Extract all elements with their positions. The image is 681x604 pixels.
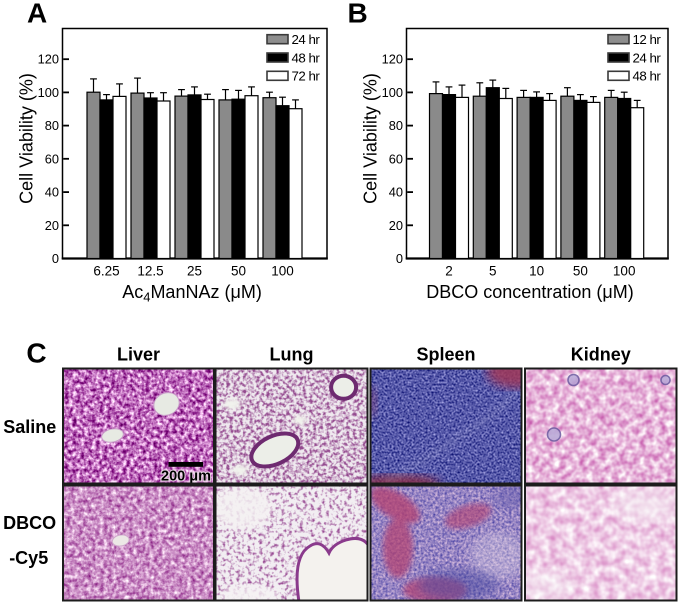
svg-text:6.25: 6.25: [93, 264, 119, 279]
svg-text:12 hr: 12 hr: [633, 32, 662, 47]
svg-text:20: 20: [389, 218, 403, 233]
svg-text:-Cy5: -Cy5: [9, 548, 48, 568]
svg-text:120: 120: [382, 52, 403, 67]
svg-text:100: 100: [382, 85, 403, 100]
svg-text:50: 50: [231, 264, 246, 279]
svg-text:48 hr: 48 hr: [633, 69, 662, 84]
svg-text:100: 100: [38, 85, 59, 100]
svg-text:100: 100: [271, 264, 294, 279]
svg-text:Spleen: Spleen: [416, 344, 475, 364]
svg-text:24 hr: 24 hr: [292, 32, 321, 47]
svg-text:Cell Viability (%): Cell Viability (%): [17, 73, 37, 204]
svg-text:Lung: Lung: [270, 344, 314, 364]
svg-text:80: 80: [45, 118, 59, 133]
svg-text:60: 60: [389, 151, 403, 166]
svg-text:40: 40: [45, 185, 59, 200]
svg-text:72 hr: 72 hr: [292, 69, 321, 84]
svg-text:200 μm: 200 μm: [161, 469, 211, 485]
svg-text:A: A: [27, 0, 47, 29]
svg-text:Liver: Liver: [117, 344, 160, 364]
svg-text:0: 0: [396, 251, 403, 266]
svg-text:120: 120: [38, 52, 59, 67]
svg-text:20: 20: [45, 218, 59, 233]
svg-text:100: 100: [613, 264, 636, 279]
svg-text:10: 10: [529, 264, 544, 279]
svg-text:DBCO concentration (μM): DBCO concentration (μM): [426, 282, 633, 302]
svg-text:C: C: [26, 338, 46, 369]
svg-text:5: 5: [489, 264, 497, 279]
svg-text:12.5: 12.5: [137, 264, 163, 279]
svg-text:Saline: Saline: [3, 417, 56, 437]
svg-text:50: 50: [573, 264, 588, 279]
svg-text:Ac4ManNAz (μM): Ac4ManNAz (μM): [122, 282, 262, 305]
svg-text:0: 0: [52, 251, 59, 266]
svg-text:80: 80: [389, 118, 403, 133]
svg-text:2: 2: [445, 264, 453, 279]
svg-text:48 hr: 48 hr: [292, 50, 321, 65]
svg-text:25: 25: [187, 264, 202, 279]
svg-text:Cell Viability (%): Cell Viability (%): [361, 73, 381, 204]
svg-text:40: 40: [389, 185, 403, 200]
svg-text:B: B: [348, 0, 368, 29]
svg-text:60: 60: [45, 151, 59, 166]
svg-text:Kidney: Kidney: [571, 344, 631, 364]
svg-text:24 hr: 24 hr: [633, 50, 662, 65]
svg-text:DBCO: DBCO: [3, 513, 56, 533]
